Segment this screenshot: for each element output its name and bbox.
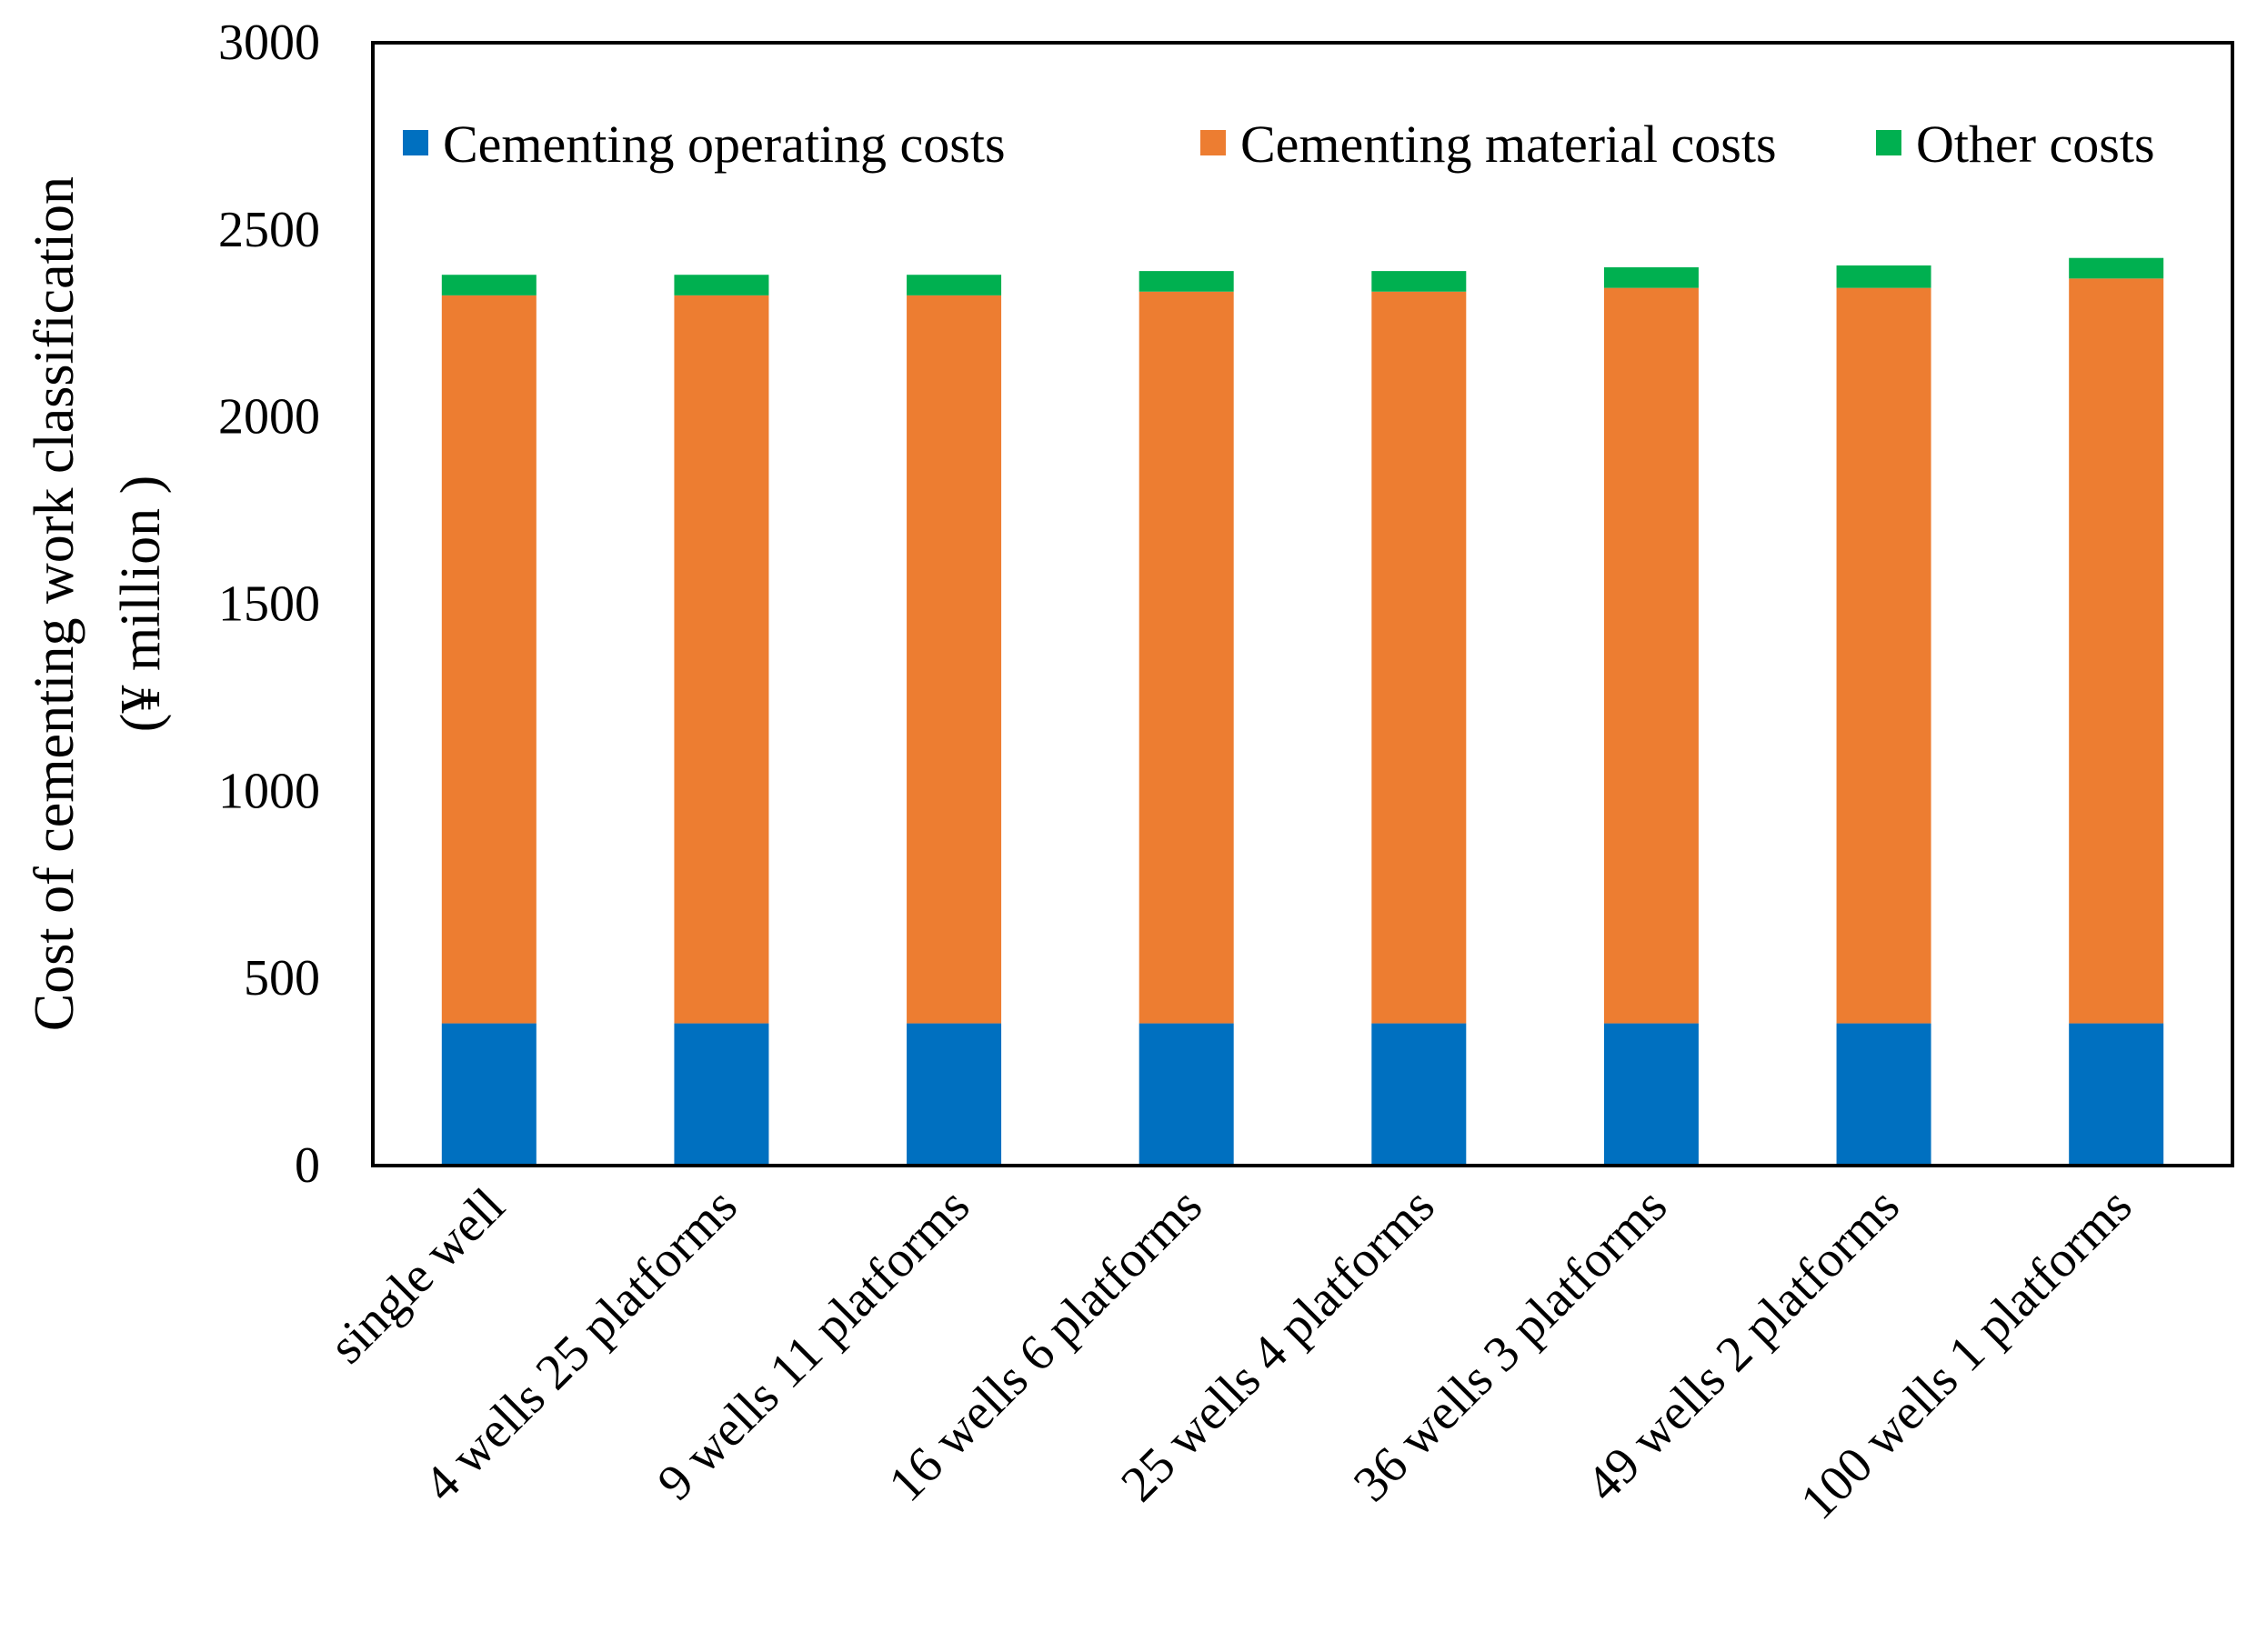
y-tick-label: 1000 [218,763,320,819]
bar-segment-cementing-operating-costs [674,1023,769,1166]
bar-segment-other-costs [2069,257,2164,279]
y-tick-label: 500 [244,950,320,1006]
bar-segment-cementing-material-costs [2069,278,2164,1024]
bar-segment-cementing-material-costs [1139,291,1234,1024]
legend-swatch-cementing-operating-costs [403,130,428,155]
legend-label-other-costs: Other costs [1916,115,2155,174]
y-tick-label: 3000 [218,15,320,71]
y-tick-label: 2000 [218,389,320,446]
plot-frame [371,41,2234,1167]
bar-segment-cementing-operating-costs [2069,1023,2164,1166]
legend-swatch-cementing-material-costs [1200,130,1226,155]
legend-label-cementing-material-costs: Cementing material costs [1240,115,1777,174]
legend-swatch-other-costs [1876,130,1901,155]
bar-segment-other-costs [1836,265,1931,288]
bar-segment-other-costs [907,275,1002,295]
bar-segment-cementing-operating-costs [441,1023,537,1166]
bar-segment-cementing-material-costs [1603,287,1699,1024]
legend-label-cementing-operating-costs: Cementing operating costs [443,115,1006,174]
y-axis-ticks: 0 500 1000 1500 2000 2500 3000 [218,15,320,1194]
bars-layer [441,257,2164,1166]
bar-segment-other-costs [1603,267,1699,288]
bar-segment-cementing-operating-costs [1139,1023,1234,1166]
bar-segment-cementing-material-costs [1371,291,1467,1024]
bar-segment-cementing-material-costs [1836,287,1931,1024]
bar-segment-cementing-operating-costs [1836,1023,1931,1166]
bar-segment-cementing-operating-costs [907,1023,1002,1166]
bar-segment-other-costs [1139,271,1234,292]
y-tick-label: 0 [295,1137,320,1194]
x-tick-label: single well [318,1177,516,1375]
bar-segment-other-costs [1371,271,1467,292]
y-tick-label: 2500 [218,202,320,258]
bar-segment-other-costs [674,275,769,295]
bar-segment-other-costs [441,275,537,295]
y-axis-title-line2: (¥ million ) [110,476,172,732]
legend: Cementing operating costs Cementing mater… [403,115,2155,174]
y-axis-title-line1: Cost of cementing work classification [24,176,85,1031]
bar-segment-cementing-material-costs [674,295,769,1024]
bar-segment-cementing-material-costs [441,295,537,1024]
bar-segment-cementing-operating-costs [1371,1023,1467,1166]
bar-segment-cementing-material-costs [907,295,1002,1024]
bar-segment-cementing-operating-costs [1603,1023,1699,1166]
y-tick-label: 1500 [218,576,320,633]
